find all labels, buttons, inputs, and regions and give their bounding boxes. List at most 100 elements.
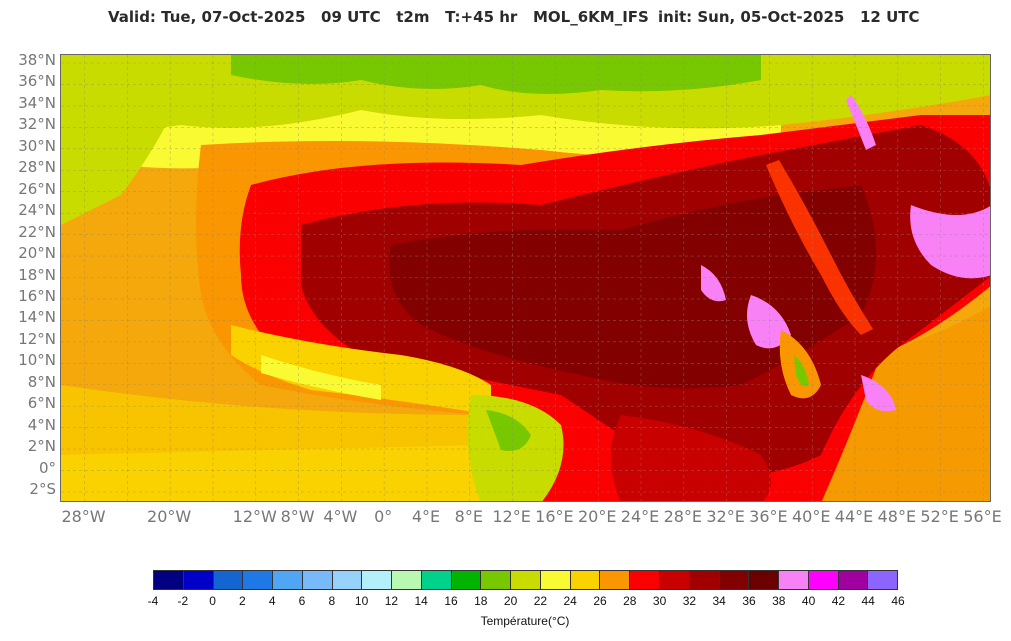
lat-label: 0° (38, 458, 56, 477)
colorbar-swatch (362, 571, 393, 589)
colorbar-tick-label: 30 (652, 594, 667, 608)
colorbar-tick-label: 38 (772, 594, 786, 608)
colorbar-swatch (481, 571, 512, 589)
colorbar-tick-label: 46 (891, 594, 905, 608)
colorbar-swatch (511, 571, 541, 589)
congo-basin-green (486, 410, 531, 451)
colorbar-tick-label: 10 (354, 594, 369, 608)
colorbar-tick-label: 0 (209, 594, 216, 608)
lat-label: 26°N (18, 179, 56, 198)
pink-ethiopia (747, 295, 791, 349)
east-africa-mix (611, 415, 771, 501)
colorbar-tick-label: 26 (593, 594, 607, 608)
lat-label: 6°N (27, 394, 56, 413)
lat-label: 8°N (27, 372, 56, 391)
lat-label: 12°N (18, 329, 56, 348)
colorbar-swatch (421, 571, 452, 589)
colorbar-swatch (243, 571, 274, 589)
lon-label: 48°E (877, 507, 917, 526)
pink-sudan (701, 265, 726, 302)
lon-label: 56°E (963, 507, 1002, 526)
lon-label: 20°E (577, 507, 617, 526)
lon-label: 12°E (492, 507, 531, 526)
lat-label: 38°N (18, 51, 56, 69)
colorbar-tick-label: 6 (298, 594, 306, 608)
lat-label: 20°N (18, 244, 56, 263)
colorbar-tick-label: 40 (801, 594, 816, 608)
lat-label: 34°N (18, 93, 56, 112)
colorbar-tick-label: 34 (712, 594, 726, 608)
lon-label: 40°E (791, 507, 831, 526)
lon-label: 28°W (61, 507, 106, 526)
colorbar-swatch (838, 571, 869, 589)
colorbar-tick-label: 36 (742, 594, 756, 608)
colorbar-tick-label: 2 (239, 594, 246, 608)
colorbar-label: Température(°C) (480, 614, 570, 628)
colorbar-swatch (749, 571, 780, 589)
colorbar-tick-label: 20 (503, 594, 518, 608)
colorbar-swatch (779, 571, 809, 589)
colorbar-tick-label: -2 (177, 594, 189, 608)
lon-label: 28°E (663, 507, 703, 526)
colorbar-tick-label: 42 (831, 594, 846, 608)
lat-label: 14°N (18, 308, 56, 327)
colorbar-tick-label: 28 (623, 594, 637, 608)
lon-label: 12°W (232, 507, 277, 526)
colorbar-tick-label: 14 (414, 594, 428, 608)
colorbar-swatch (600, 571, 631, 589)
colorbar-swatch (213, 571, 244, 589)
ocean-indian (821, 306, 990, 501)
guinea-coast-yellow (261, 355, 381, 400)
valid-time-text: Valid: Tue, 07-Oct-2025 09 UTC t2m T:+45… (108, 8, 649, 26)
lat-label: 2°S (29, 480, 56, 498)
colorbar-tick-label: 44 (861, 594, 875, 608)
colorbar-swatch (689, 571, 720, 589)
colorbar-swatch (302, 571, 333, 589)
colorbar-tick-label: -4 (147, 594, 159, 608)
lon-label: 36°E (749, 507, 788, 526)
lon-label: 52°E (920, 507, 959, 526)
lon-label: 8°E (454, 507, 483, 526)
colorbar-swatch (868, 571, 898, 589)
colorbar-swatch (332, 571, 363, 589)
ethiopia-highlands-cool (794, 355, 809, 387)
colorbar (153, 570, 898, 590)
colorbar-tick-label: 4 (268, 594, 276, 608)
lon-label: 32°E (706, 507, 745, 526)
map-title: Valid: Tue, 07-Oct-2025 09 UTC t2m T:+45… (0, 8, 1011, 30)
colorbar-tick-label: 8 (328, 594, 336, 608)
lon-label: 4°W (323, 507, 358, 526)
red-sea (766, 160, 873, 335)
lat-label: 18°N (18, 265, 56, 284)
colorbar-swatch (273, 571, 303, 589)
colorbar-swatch (630, 571, 661, 589)
lon-label: 20°W (147, 507, 192, 526)
mediterranean-green (231, 55, 761, 94)
colorbar-swatch (660, 571, 690, 589)
lat-label: 24°N (18, 201, 56, 220)
pink-arabia (910, 205, 990, 279)
lat-label: 30°N (18, 136, 56, 155)
colorbar-swatch (392, 571, 422, 589)
temperature-map (60, 54, 991, 502)
lon-label: 16°E (535, 507, 574, 526)
colorbar-swatch (540, 571, 571, 589)
lat-label: 4°N (27, 415, 56, 434)
init-time-text: init: Sun, 05-Oct-2025 12 UTC (658, 8, 920, 26)
lat-label: 16°N (18, 286, 56, 305)
ocean-south-atlantic (61, 445, 530, 501)
colorbar-swatch (154, 571, 184, 589)
colorbar-tick-label: 22 (533, 594, 548, 608)
colorbar-swatch (719, 571, 750, 589)
atlantic-cool (61, 55, 191, 225)
lat-label: 36°N (18, 72, 56, 91)
colorbar-tick-label: 24 (563, 594, 577, 608)
lon-label: 44°E (834, 507, 874, 526)
colorbar-swatch (570, 571, 601, 589)
map-gridlines (61, 55, 990, 501)
colorbar-swatch (183, 571, 214, 589)
pink-somalia (861, 375, 896, 412)
lon-label: 4°E (411, 507, 441, 526)
lat-label: 32°N (18, 115, 56, 134)
colorbar-tick-label: 12 (384, 594, 399, 608)
